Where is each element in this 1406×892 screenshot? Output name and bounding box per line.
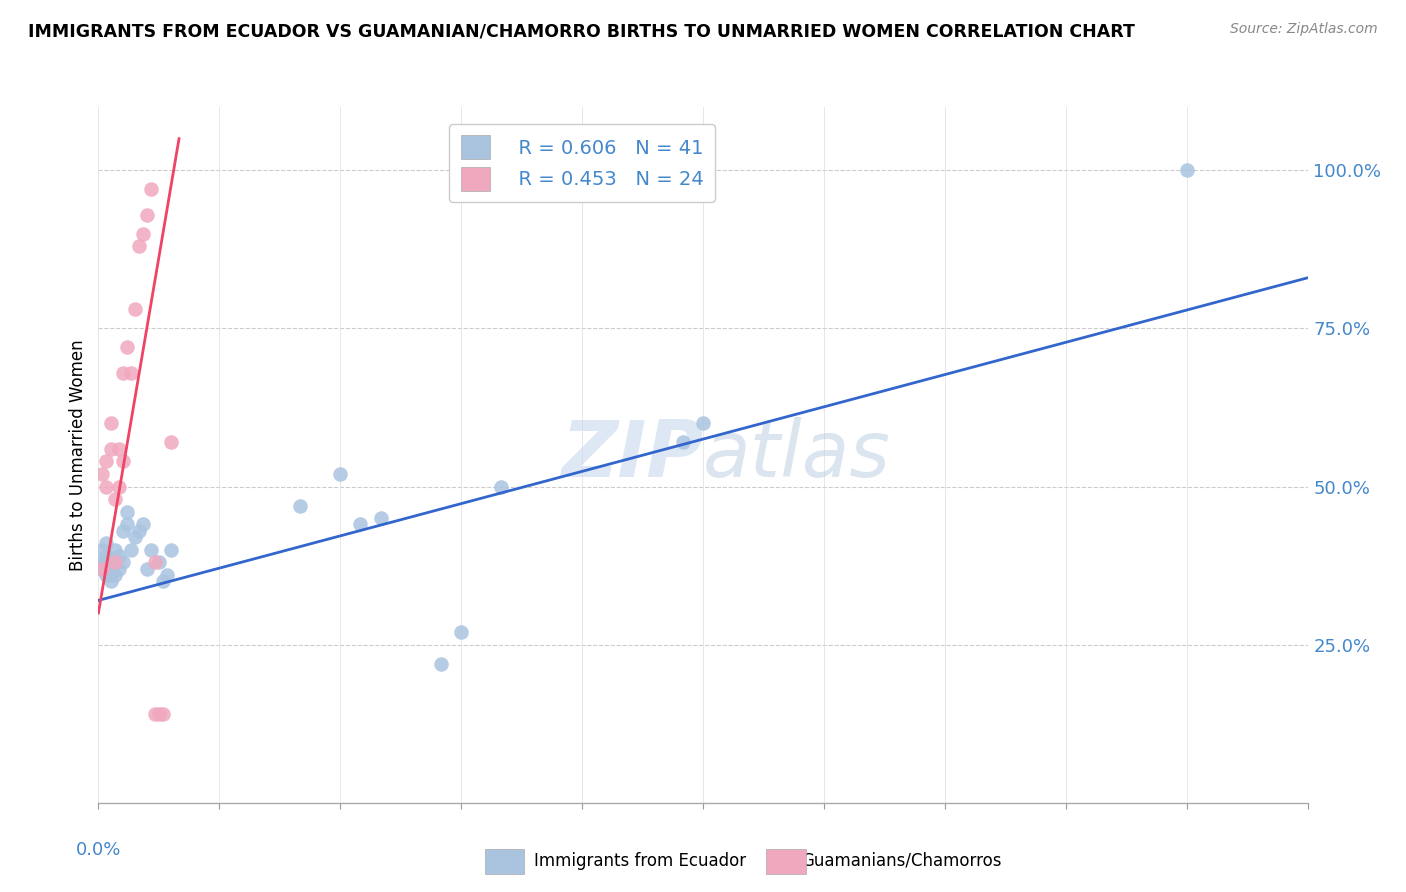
Point [103,492,125,507]
Point [124,530,146,544]
Point [132,227,155,241]
Point [115,505,138,519]
Point [111,524,134,538]
Point [96,454,118,468]
Point [91,542,114,557]
Point [107,549,129,563]
Point [103,568,125,582]
Point [96,568,118,582]
Point [100,417,122,431]
Point [143,707,166,722]
Point [96,549,118,563]
Text: Source: ZipAtlas.com: Source: ZipAtlas.com [1230,22,1378,37]
Point [103,542,125,557]
Point [111,366,134,380]
Point [148,556,170,570]
Point [120,542,142,557]
Point [103,556,125,570]
Point [91,556,114,570]
Legend:   R = 0.606   N = 41,   R = 0.453   N = 24: R = 0.606 N = 41, R = 0.453 N = 24 [449,124,716,202]
Point [160,435,183,450]
Point [96,556,118,570]
Point [160,542,183,557]
Point [124,302,146,317]
Point [329,467,352,481]
Point [128,524,150,538]
Point [152,707,174,722]
Point [96,479,118,493]
Point [96,536,118,550]
Point [91,562,114,576]
Point [349,517,371,532]
Point [135,208,157,222]
Point [111,454,134,468]
Point [1175,163,1198,178]
Point [139,182,162,196]
Point [96,562,118,576]
Point [135,562,157,576]
Point [152,574,174,589]
Point [120,366,142,380]
Y-axis label: Births to Unmarried Women: Births to Unmarried Women [69,339,87,571]
Point [450,625,472,640]
Point [100,568,122,582]
Point [115,340,138,354]
Text: Immigrants from Ecuador: Immigrants from Ecuador [534,852,747,870]
Point [288,499,311,513]
Point [91,562,114,576]
Point [100,556,122,570]
Point [132,517,155,532]
Point [107,562,129,576]
Point [115,517,138,532]
Text: IMMIGRANTS FROM ECUADOR VS GUAMANIAN/CHAMORRO BIRTHS TO UNMARRIED WOMEN CORRELAT: IMMIGRANTS FROM ECUADOR VS GUAMANIAN/CHA… [28,22,1135,40]
Point [128,239,150,253]
Point [672,435,695,450]
Point [91,467,114,481]
Text: Guamanians/Chamorros: Guamanians/Chamorros [801,852,1002,870]
Text: ZIP: ZIP [561,417,703,493]
Point [100,562,122,576]
Point [143,556,166,570]
Point [107,479,129,493]
Point [100,574,122,589]
Point [148,707,170,722]
Point [491,479,513,493]
Point [100,442,122,456]
Text: atlas: atlas [703,417,891,493]
Point [139,542,162,557]
Point [692,417,714,431]
Text: 0.0%: 0.0% [76,841,121,859]
Point [156,568,179,582]
Point [103,556,125,570]
Point [111,556,134,570]
Point [107,442,129,456]
Point [370,511,392,525]
Point [430,657,453,671]
